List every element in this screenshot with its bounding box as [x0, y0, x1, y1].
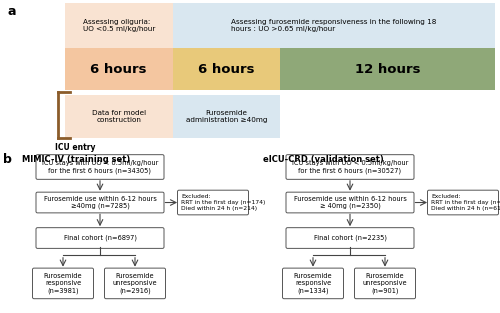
Text: a: a: [8, 4, 16, 18]
FancyBboxPatch shape: [286, 155, 414, 179]
FancyBboxPatch shape: [354, 268, 416, 299]
FancyBboxPatch shape: [286, 228, 414, 249]
Text: Final cohort (n=6897): Final cohort (n=6897): [64, 235, 136, 241]
Bar: [65, 3, 172, 48]
FancyBboxPatch shape: [32, 268, 94, 299]
Text: 12 hours: 12 hours: [355, 63, 420, 76]
Text: Furosemide use within 6-12 hours
≥ 40mg (n=2350): Furosemide use within 6-12 hours ≥ 40mg …: [294, 196, 406, 209]
Text: ICU stays with UO < 0.5ml/kg/hour
for the first 6 hours (n=30527): ICU stays with UO < 0.5ml/kg/hour for th…: [292, 160, 408, 174]
Text: Furosemide
unresponsive
(n=901): Furosemide unresponsive (n=901): [362, 273, 408, 294]
Text: b: b: [3, 153, 12, 166]
FancyBboxPatch shape: [36, 228, 164, 249]
Bar: [172, 48, 280, 90]
Text: eICU-CRD (validation set): eICU-CRD (validation set): [263, 155, 384, 164]
Bar: [65, 48, 172, 90]
Text: Assessing furosemide responsiveness in the following 18
hours : UO >0.65 ml/kg/h: Assessing furosemide responsiveness in t…: [231, 19, 436, 32]
Text: Final cohort (n=2235): Final cohort (n=2235): [314, 235, 386, 241]
FancyBboxPatch shape: [428, 190, 498, 215]
Text: 6 hours: 6 hours: [90, 63, 147, 76]
Text: MIMIC-IV (training set): MIMIC-IV (training set): [22, 155, 130, 164]
Text: Excluded:
RRT in the first day (n=54)
Died within 24 h (n=61): Excluded: RRT in the first day (n=54) Di…: [431, 194, 500, 211]
Text: Furosemide use within 6-12 hours
≥40mg (n=7285): Furosemide use within 6-12 hours ≥40mg (…: [44, 196, 156, 209]
FancyBboxPatch shape: [104, 268, 166, 299]
Text: Data for model
construction: Data for model construction: [92, 110, 146, 123]
Text: Furosemide
responsive
(n=3981): Furosemide responsive (n=3981): [44, 273, 82, 294]
Bar: [172, 95, 280, 138]
FancyBboxPatch shape: [36, 155, 164, 179]
FancyBboxPatch shape: [286, 192, 414, 213]
Bar: [280, 48, 495, 90]
Bar: [172, 3, 495, 48]
Text: Furosemide
administration ≥40mg: Furosemide administration ≥40mg: [186, 110, 267, 123]
FancyBboxPatch shape: [36, 192, 164, 213]
FancyBboxPatch shape: [282, 268, 344, 299]
Text: Furosemide
unresponsive
(n=2916): Furosemide unresponsive (n=2916): [112, 273, 158, 294]
Text: 6 hours: 6 hours: [198, 63, 254, 76]
Text: ICU entry: ICU entry: [55, 143, 96, 152]
Text: ICU stays with UO < 0.5ml/kg/hour
for the first 6 hours (n=34305): ICU stays with UO < 0.5ml/kg/hour for th…: [42, 160, 158, 174]
FancyBboxPatch shape: [178, 190, 248, 215]
Text: Assessing oliguria:
UO <0.5 ml/kg/hour: Assessing oliguria: UO <0.5 ml/kg/hour: [82, 19, 155, 32]
Text: Excluded:
RRT in the first day (n=174)
Died within 24 h (n=214): Excluded: RRT in the first day (n=174) D…: [181, 194, 266, 211]
Text: Furosemide
responsive
(n=1334): Furosemide responsive (n=1334): [294, 273, 333, 294]
Bar: [65, 95, 172, 138]
